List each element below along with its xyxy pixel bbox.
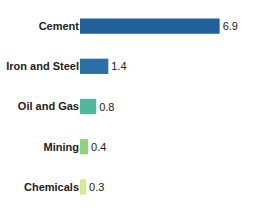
svg-text:Chemicals: Chemicals — [24, 181, 79, 193]
svg-text:Iron and Steel: Iron and Steel — [6, 60, 79, 72]
svg-text:Mining: Mining — [44, 141, 79, 153]
svg-text:0.8: 0.8 — [99, 101, 114, 113]
svg-text:0.4: 0.4 — [91, 141, 106, 153]
svg-text:1.4: 1.4 — [111, 60, 126, 72]
svg-text:6.9: 6.9 — [223, 20, 238, 32]
svg-text:Oil and Gas: Oil and Gas — [18, 100, 79, 112]
svg-text:Cement: Cement — [39, 20, 80, 32]
svg-text:0.3: 0.3 — [89, 181, 104, 193]
